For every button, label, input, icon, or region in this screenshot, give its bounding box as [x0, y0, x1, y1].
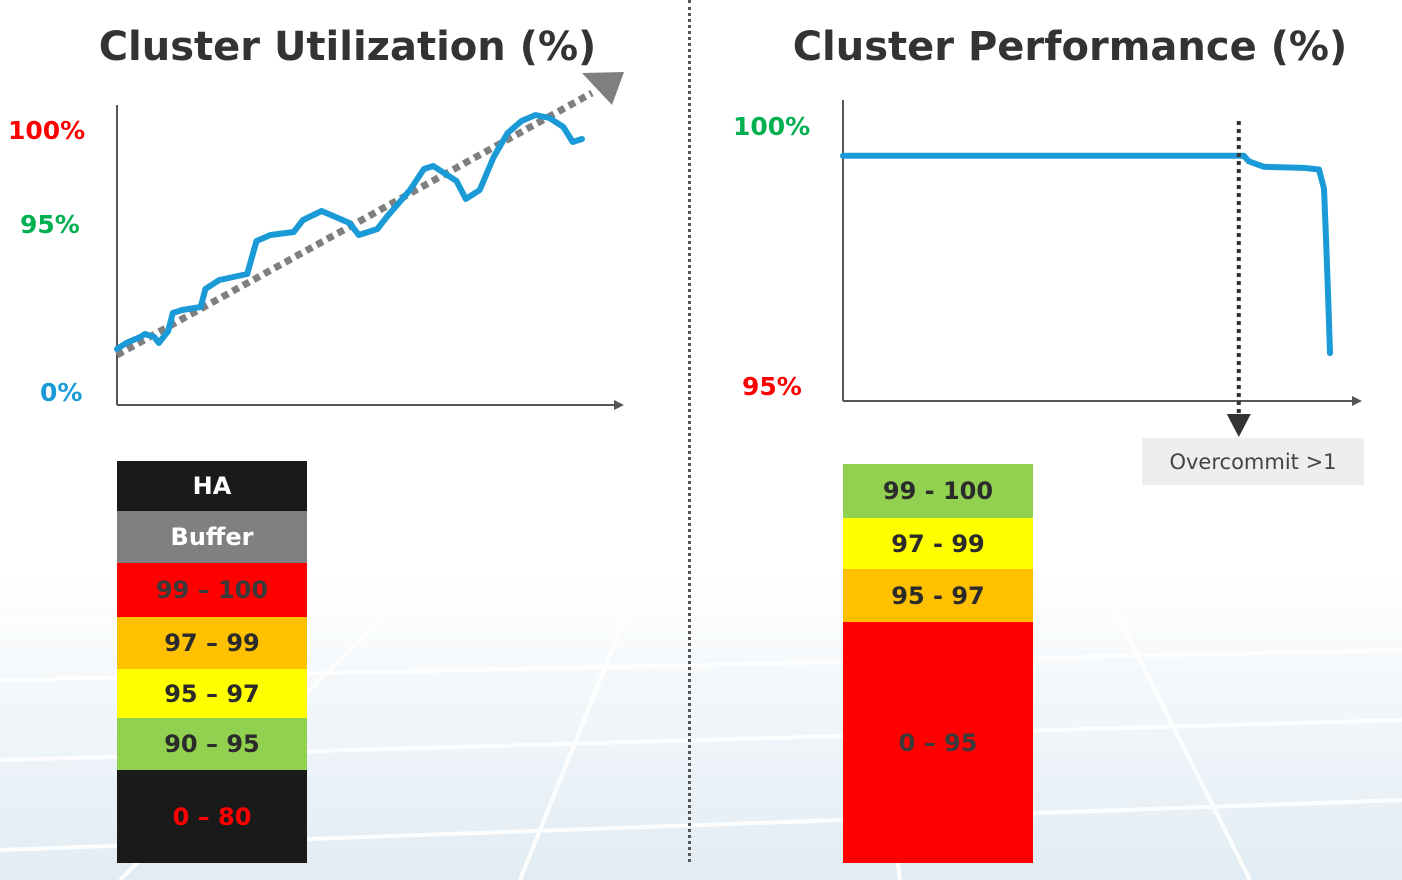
utilization-axes [116, 105, 624, 410]
performance-y-label-100: 100% [733, 112, 811, 141]
performance-chart-title: Cluster Performance (%) [792, 24, 1348, 70]
utilization-chart-title: Cluster Utilization (%) [98, 24, 597, 70]
performance-axes [842, 100, 1362, 406]
utilization-band-label: 90 – 95 [164, 730, 260, 758]
overcommit-marker-arrowhead [1226, 414, 1251, 437]
utilization-band-label: 0 – 80 [172, 802, 252, 831]
performance-series-layer [840, 121, 1333, 437]
performance-band-1: 97 - 99 [843, 518, 1033, 569]
performance-y-label-95: 95% [742, 372, 802, 401]
performance-band-label: 97 - 99 [891, 529, 985, 558]
utilization-trend-line [115, 89, 594, 359]
utilization-band-1: Buffer [117, 511, 307, 563]
performance-band-3: 0 – 95 [843, 622, 1033, 863]
utilization-series-layer [114, 72, 624, 359]
utilization-band-6: 0 – 80 [117, 770, 307, 863]
performance-band-0: 99 - 100 [843, 464, 1033, 518]
utilization-trend-arrowhead [582, 72, 624, 105]
utilization-band-2: 99 – 100 [117, 563, 307, 617]
performance-band-2: 95 - 97 [843, 569, 1033, 622]
performance-band-label: 95 - 97 [891, 581, 985, 610]
overcommit-annotation-box: Overcommit >1 [1142, 438, 1364, 485]
utilization-y-label-0: 0% [40, 378, 83, 407]
utilization-band-label: 99 – 100 [155, 576, 269, 604]
utilization-band-0: HA [117, 461, 307, 511]
utilization-band-label: HA [192, 472, 232, 500]
utilization-band-label: 97 – 99 [164, 629, 260, 657]
performance-band-label: 0 – 95 [898, 728, 978, 757]
utilization-y-label-95: 95% [20, 210, 80, 239]
utilization-y-label-100: 100% [8, 116, 86, 145]
utilization-band-label: Buffer [170, 523, 254, 551]
utilization-band-5: 90 – 95 [117, 718, 307, 770]
utilization-band-label: 95 – 97 [164, 679, 260, 708]
panel-divider [688, 0, 691, 862]
utilization-band-4: 95 – 97 [117, 669, 307, 718]
performance-line [840, 152, 1333, 357]
performance-band-label: 99 - 100 [882, 477, 994, 505]
utilization-band-3: 97 – 99 [117, 617, 307, 669]
utilization-line [114, 112, 585, 352]
